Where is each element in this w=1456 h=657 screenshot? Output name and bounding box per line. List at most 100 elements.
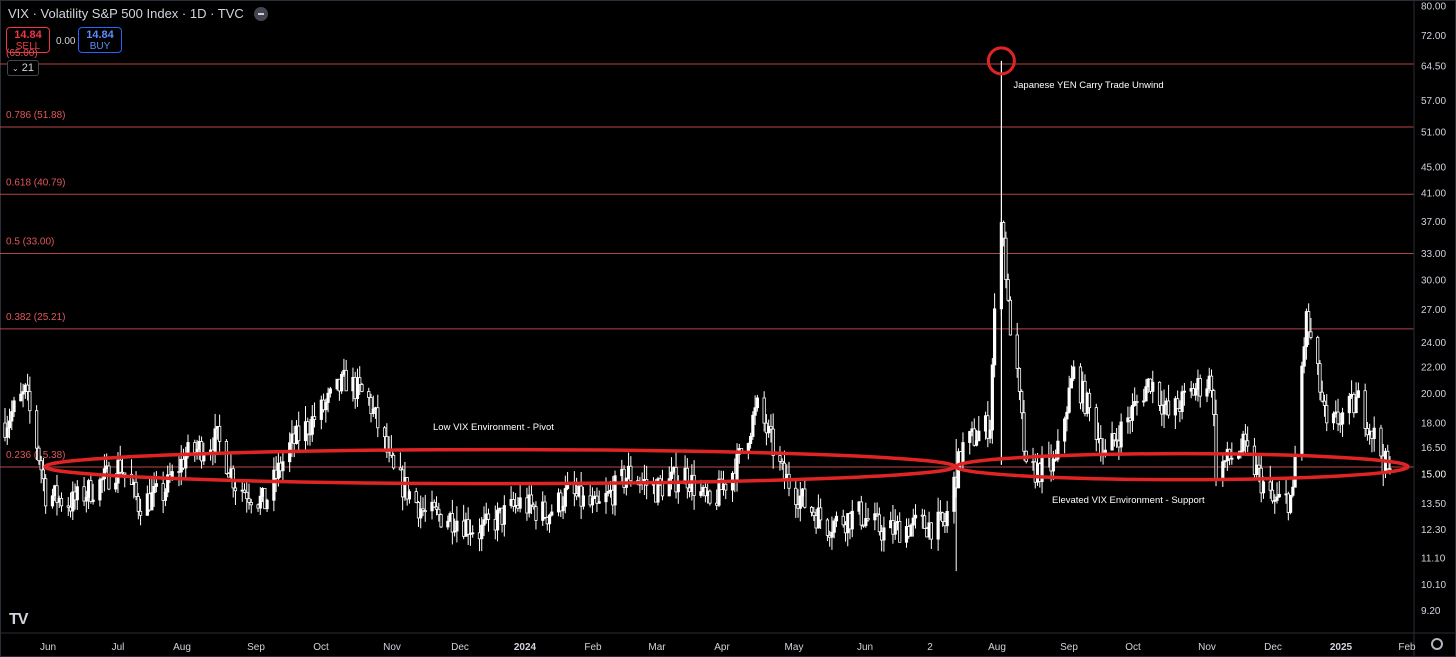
- candle-body: [224, 440, 229, 475]
- fib-level-label: (65.00): [6, 48, 38, 59]
- buy-button[interactable]: 14.84 BUY: [78, 27, 122, 53]
- candle-body: [1162, 404, 1166, 415]
- candle-body: [877, 514, 881, 533]
- candle-body: [952, 476, 956, 512]
- candle-body: [1221, 461, 1225, 481]
- candle-body: [534, 506, 538, 521]
- candle-body: [297, 425, 301, 442]
- spike-circle: [986, 46, 1016, 76]
- candle-body: [699, 491, 703, 496]
- price-tick-label: 51.00: [1421, 127, 1446, 138]
- time-axis[interactable]: Jun Jul Aug Sep Oct Nov Dec 2024 Feb Mar Apr May Jun…: [0, 632, 1456, 653]
- buy-price: 14.84: [86, 29, 114, 41]
- candle-body: [281, 461, 285, 472]
- candle-body: [118, 459, 122, 473]
- price-tick-label: 45.00: [1421, 162, 1446, 173]
- candle-body: [1275, 496, 1279, 501]
- candle-body: [753, 407, 757, 416]
- price-tick-label: 64.50: [1421, 62, 1446, 73]
- candle-body: [35, 410, 39, 449]
- candle-body: [1133, 401, 1137, 406]
- candle-body: [306, 421, 310, 435]
- candle-body: [382, 427, 387, 438]
- candle-body: [1205, 388, 1209, 397]
- candle-body: [166, 474, 170, 493]
- candle-body: [1293, 455, 1297, 488]
- candle-body: [1017, 368, 1022, 392]
- candle-body: [898, 521, 902, 543]
- candle-body: [669, 471, 674, 480]
- candle-body: [1379, 427, 1383, 457]
- candle-body: [1087, 392, 1092, 409]
- candle-body: [866, 518, 870, 521]
- candle-body: [272, 469, 276, 501]
- price-tick-label: 16.50: [1421, 443, 1446, 454]
- candle-body: [1015, 334, 1019, 369]
- candle-body: [717, 478, 721, 506]
- candle-body: [936, 511, 940, 540]
- candle-body: [502, 505, 506, 525]
- candle-body: [1119, 421, 1123, 448]
- candle-body: [50, 495, 55, 507]
- chevron-down-icon: ⌄: [12, 63, 19, 73]
- candle-body: [803, 488, 807, 508]
- price-tick-label: 18.00: [1421, 419, 1446, 430]
- candle-body: [186, 442, 190, 457]
- symbol-header[interactable]: VIX · Volatility S&P 500 Index · 1D · TV…: [8, 6, 268, 21]
- candle-body: [446, 520, 450, 528]
- candle-body: [1151, 381, 1155, 392]
- candle-body: [231, 468, 235, 489]
- candle-body: [1065, 411, 1069, 420]
- candle-body: [794, 487, 798, 506]
- candle-body: [1322, 400, 1327, 406]
- candle-body: [12, 400, 16, 413]
- candle-body: [66, 505, 70, 508]
- candle-body: [988, 429, 992, 439]
- candle-body: [1130, 405, 1135, 421]
- candle-body: [107, 465, 111, 490]
- price-axis[interactable]: 80.00 72.00 64.50 57.00 51.00 45.00 41.00 37.00…: [1413, 0, 1455, 657]
- candle-body: [1277, 493, 1281, 498]
- fib-level-label: 0.236 (15.38): [6, 450, 66, 461]
- buy-label: BUY: [89, 41, 111, 52]
- candle-body: [977, 430, 981, 442]
- candle-body: [91, 499, 95, 502]
- candle-body: [150, 492, 154, 511]
- sell-button[interactable]: 14.84 SELL: [6, 27, 50, 53]
- price-tick-label: 57.00: [1421, 96, 1446, 107]
- gear-icon[interactable]: [1431, 638, 1443, 650]
- candle-body: [819, 507, 823, 521]
- candle-body: [263, 487, 267, 510]
- candle-body: [660, 481, 665, 497]
- price-tick-label: 41.00: [1421, 188, 1446, 199]
- candle-body: [1020, 391, 1024, 414]
- candle-body: [1347, 396, 1351, 414]
- annotation-yen-carry: Japanese YEN Carry Trade Unwind: [1013, 80, 1163, 91]
- candle-body: [486, 513, 491, 520]
- price-tick-label: 24.00: [1421, 338, 1446, 349]
- candle-body: [893, 522, 897, 535]
- tradingview-logo-icon[interactable]: TV: [9, 611, 28, 628]
- candle-body: [1302, 346, 1306, 367]
- candle-body: [1356, 390, 1360, 398]
- candle-body: [667, 478, 671, 497]
- time-tick-label: Aug: [988, 642, 1006, 653]
- candle-body: [129, 473, 134, 485]
- collapse-icon[interactable]: [253, 6, 268, 21]
- indicators-toggle[interactable]: ⌄ 21: [7, 60, 39, 76]
- candle-body: [859, 501, 863, 526]
- candle-body: [213, 428, 217, 454]
- candle-body: [1320, 391, 1324, 402]
- candle-body: [1142, 400, 1146, 403]
- candle-body: [398, 467, 402, 471]
- candle-body: [1243, 433, 1247, 442]
- spread-value: 0.00: [56, 36, 76, 47]
- candle-body: [1363, 390, 1367, 429]
- candle-body: [310, 416, 314, 435]
- candle-body: [1270, 489, 1275, 502]
- candle-body: [152, 486, 156, 494]
- candle-body: [1331, 413, 1336, 424]
- candle-body: [258, 495, 262, 509]
- candle-body: [1230, 457, 1234, 460]
